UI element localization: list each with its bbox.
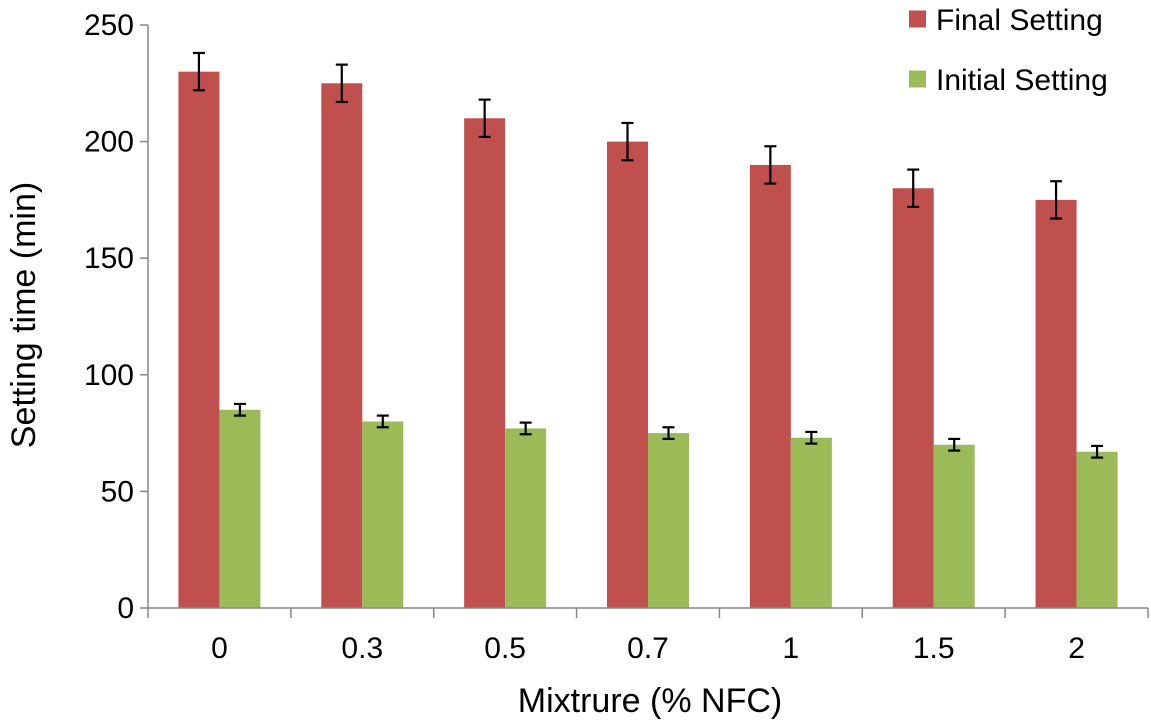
y-tick-label: 50 [101, 475, 134, 508]
y-tick-label: 150 [84, 242, 134, 275]
legend-label: Final Setting [936, 4, 1103, 37]
x-tick-label: 0.7 [627, 632, 669, 665]
legend: Final Setting Initial Setting [909, 4, 1108, 97]
bar-final-setting [892, 188, 934, 609]
x-axis-title: Mixtrure (% NFC) [518, 682, 782, 720]
legend-swatch [909, 70, 926, 88]
bar-final-setting [607, 141, 648, 608]
x-ticks: 0 0.3 0.5 0.7 1 1.5 2 [147, 608, 1149, 665]
x-tick-label: 2 [1068, 632, 1085, 665]
y-tick-label: 0 [117, 592, 134, 625]
x-tick-label: 1 [783, 632, 800, 665]
bar-initial-setting [362, 421, 404, 608]
y-ticks: 0 50 100 150 200 250 [84, 9, 148, 625]
bar-initial-setting [648, 433, 689, 608]
x-tick-label: 1.5 [913, 632, 955, 665]
x-tick-label: 0.3 [341, 632, 383, 665]
error-bars-layer [192, 51, 1104, 459]
bar-initial-setting [219, 409, 261, 608]
y-tick-label: 200 [84, 126, 134, 159]
bar-initial-setting [933, 444, 975, 608]
bar-final-setting [1035, 199, 1077, 608]
x-tick-label: 0 [211, 632, 228, 665]
legend-swatch [909, 10, 926, 28]
bar-initial-setting [790, 437, 832, 608]
bar-final-setting [178, 71, 220, 608]
bar-initial-setting [1076, 451, 1118, 608]
legend-label: Initial Setting [936, 64, 1108, 97]
bar-final-setting [321, 83, 363, 609]
y-axis-title: Setting time (min) [5, 182, 43, 448]
x-tick-label: 0.5 [484, 632, 526, 665]
bar-final-setting [464, 118, 506, 608]
bar-final-setting [749, 164, 791, 609]
y-tick-label: 250 [84, 9, 134, 42]
y-tick-label: 100 [84, 359, 134, 392]
bars-layer [178, 71, 1118, 609]
axes-layer [147, 25, 1148, 609]
bar-initial-setting [505, 428, 547, 608]
